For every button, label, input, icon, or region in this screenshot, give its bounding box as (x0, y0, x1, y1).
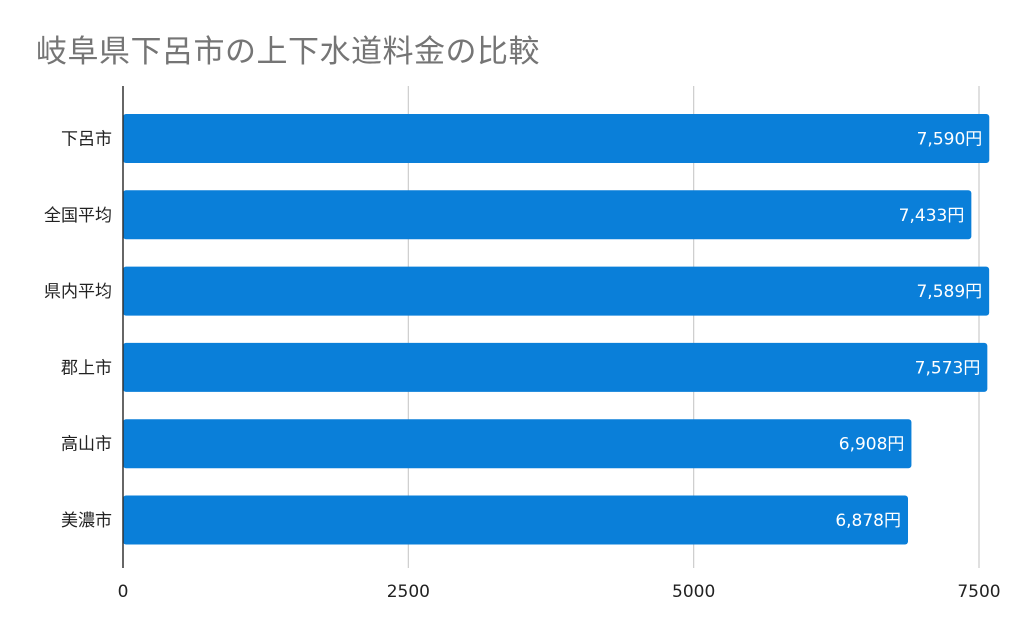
bar (123, 419, 912, 469)
data-label: 6,908円 (839, 435, 905, 455)
category-label: 郡上市 (61, 358, 112, 378)
x-tick-label: 2500 (387, 582, 430, 602)
data-label: 6,878円 (835, 511, 901, 531)
bar (123, 495, 909, 545)
data-label: 7,590円 (917, 130, 983, 150)
data-label: 7,573円 (915, 358, 981, 378)
category-label: 県内平均 (44, 282, 112, 302)
category-label: 高山市 (61, 435, 112, 455)
x-tick-label: 5000 (672, 582, 715, 602)
bar (123, 342, 988, 392)
category-label: 美濃市 (61, 511, 112, 531)
x-tick-label: 7500 (957, 582, 1000, 602)
data-label: 7,433円 (899, 206, 965, 226)
bar (123, 114, 990, 163)
x-tick-label: 0 (118, 582, 129, 602)
bar (123, 190, 972, 240)
chart-title: 岐阜県下呂市の上下水道料金の比較 (36, 34, 540, 70)
data-label: 7,589円 (916, 282, 982, 302)
category-label: 全国平均 (44, 206, 112, 226)
bar (123, 266, 990, 316)
category-label: 下呂市 (61, 130, 112, 150)
bars (123, 114, 990, 545)
gridlines (407, 86, 980, 568)
